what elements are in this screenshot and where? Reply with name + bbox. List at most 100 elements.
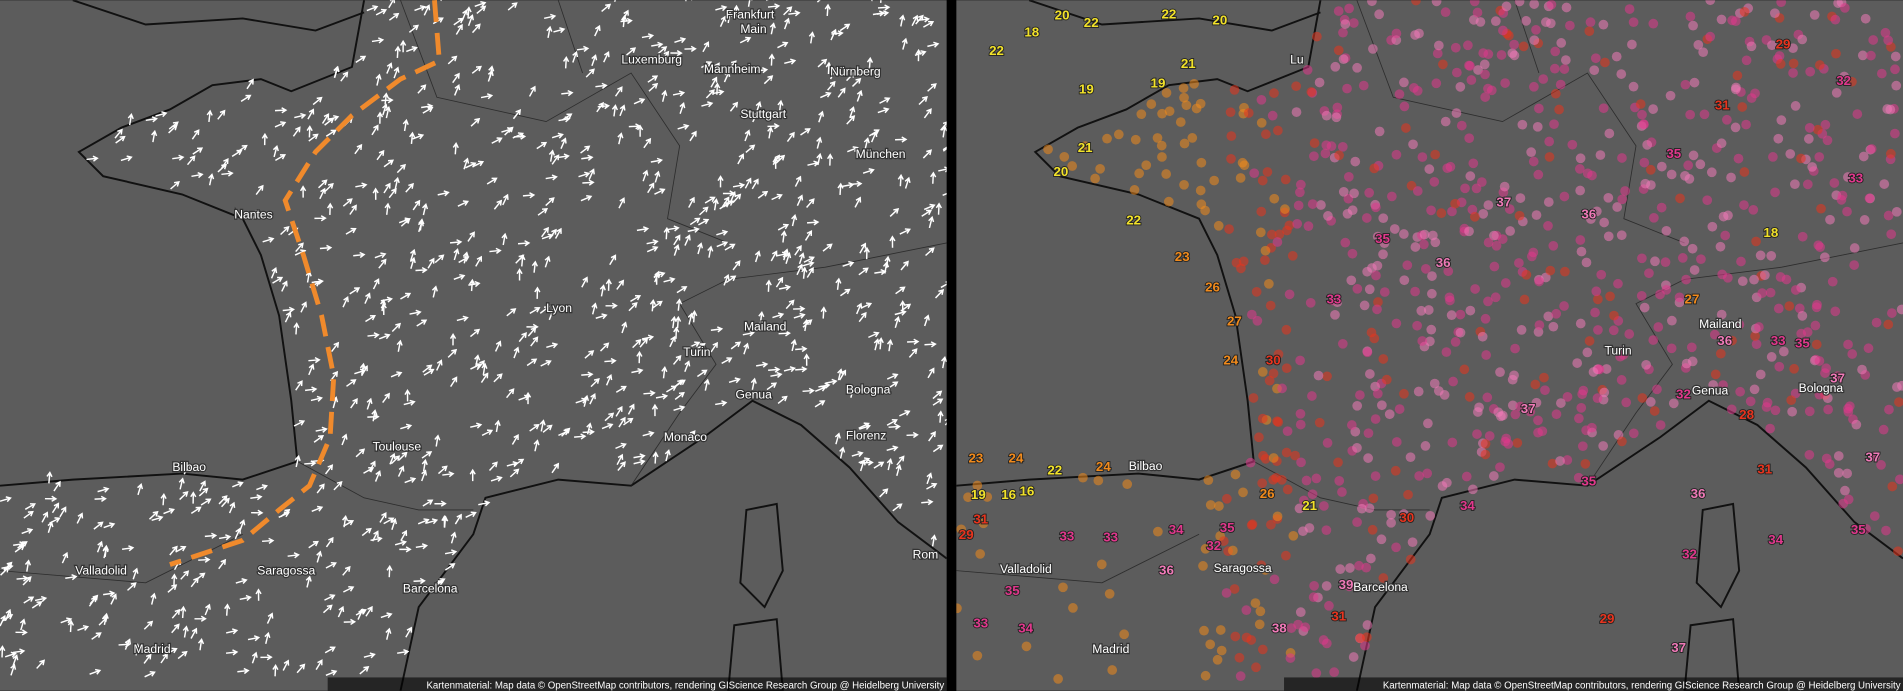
wind-arrow bbox=[41, 511, 49, 523]
wind-arrow bbox=[239, 519, 246, 531]
wind-arrow bbox=[398, 217, 411, 224]
wind-arrow bbox=[652, 300, 663, 309]
temp-blob bbox=[1576, 246, 1587, 257]
temp-blob bbox=[1226, 153, 1236, 164]
wind-arrow bbox=[855, 302, 863, 315]
temp-blob bbox=[1469, 0, 1480, 7]
wind-arrow bbox=[626, 47, 637, 56]
temp-blob bbox=[1813, 240, 1824, 251]
wind-arrow bbox=[756, 361, 769, 368]
city-label: Bologna bbox=[1799, 381, 1844, 395]
temp-blob bbox=[1805, 66, 1816, 77]
wind-arrow bbox=[342, 514, 349, 528]
temp-blob bbox=[1556, 38, 1567, 48]
temp-blob bbox=[1528, 156, 1539, 167]
wind-arrow bbox=[408, 24, 419, 33]
temperature-label: 32 bbox=[1836, 73, 1851, 88]
temp-blob bbox=[1605, 291, 1615, 302]
wind-arrow bbox=[544, 255, 551, 268]
temp-blob bbox=[1652, 384, 1662, 395]
wind-arrow bbox=[275, 154, 287, 162]
wind-arrow bbox=[282, 659, 290, 671]
temp-blob bbox=[1189, 78, 1199, 89]
temp-blob bbox=[1450, 42, 1461, 53]
temp-blob bbox=[1885, 148, 1896, 159]
temp-blob bbox=[1321, 140, 1332, 151]
wind-arrow bbox=[23, 510, 34, 519]
temp-blob bbox=[1727, 15, 1737, 26]
wind-arrow bbox=[137, 483, 144, 496]
wind-arrow bbox=[304, 386, 318, 393]
wind-arrow bbox=[513, 346, 520, 359]
wind-arrow bbox=[371, 530, 379, 542]
temp-blob bbox=[1559, 191, 1570, 202]
temp-blob bbox=[1130, 134, 1141, 145]
wind-arrow bbox=[12, 648, 26, 655]
temp-blob bbox=[1790, 285, 1801, 295]
wind-arrow bbox=[928, 431, 936, 442]
temp-blob bbox=[1198, 561, 1208, 571]
temp-blob bbox=[1309, 581, 1319, 591]
wind-arrow bbox=[480, 93, 494, 100]
wind-arrow bbox=[354, 143, 363, 155]
wind-arrow bbox=[255, 184, 264, 195]
attribution-bg bbox=[1284, 677, 1903, 691]
temp-blob bbox=[1608, 325, 1619, 336]
temp-blob bbox=[1256, 206, 1267, 217]
temp-blob bbox=[1281, 363, 1292, 374]
temp-blob bbox=[1058, 582, 1068, 593]
temp-blob bbox=[1832, 371, 1843, 381]
temp-blob bbox=[1437, 481, 1448, 491]
temp-blob bbox=[1200, 670, 1211, 681]
wind-arrow bbox=[450, 531, 457, 544]
wind-arrow bbox=[930, 534, 937, 547]
temp-blob bbox=[1216, 645, 1227, 656]
temp-blob bbox=[1413, 386, 1424, 397]
temp-blob bbox=[1476, 177, 1487, 187]
temp-blob bbox=[1344, 581, 1355, 592]
temp-blob bbox=[1550, 46, 1561, 57]
temp-blob bbox=[1543, 197, 1554, 207]
temp-blob bbox=[1830, 14, 1841, 25]
temp-blob bbox=[1222, 493, 1232, 504]
wind-arrow bbox=[793, 312, 806, 319]
temp-blob bbox=[1426, 205, 1436, 216]
wind-arrow bbox=[516, 268, 523, 281]
temp-blob bbox=[1582, 347, 1593, 358]
temperature-label: 19 bbox=[1151, 76, 1166, 91]
temp-blob bbox=[1509, 39, 1519, 50]
wind-arrow bbox=[643, 137, 652, 149]
wind-arrow bbox=[661, 89, 668, 102]
wind-arrow bbox=[400, 292, 412, 300]
wind-arrow bbox=[673, 326, 680, 339]
wind-arrow bbox=[168, 121, 179, 130]
wind-arrow bbox=[427, 257, 435, 269]
wind-arrow bbox=[76, 512, 84, 524]
wind-arrow bbox=[837, 368, 844, 381]
temp-blob bbox=[1307, 199, 1318, 209]
wind-arrow bbox=[807, 160, 820, 167]
temp-blob bbox=[1624, 4, 1635, 14]
wind-arrow bbox=[421, 458, 428, 472]
temp-blob bbox=[1618, 349, 1629, 360]
wind-arrow bbox=[308, 363, 315, 376]
temp-blob bbox=[1529, 0, 1540, 9]
temp-blob bbox=[1214, 501, 1224, 511]
wind-arrow bbox=[621, 14, 628, 28]
wind-arrow bbox=[47, 520, 54, 533]
temp-blob bbox=[1655, 420, 1666, 430]
temp-blob bbox=[1894, 397, 1903, 407]
temp-blob bbox=[1784, 301, 1795, 311]
wind-arrow bbox=[506, 461, 519, 468]
temp-blob bbox=[1636, 291, 1647, 301]
temp-blob bbox=[1514, 0, 1525, 7]
wind-arrow bbox=[225, 649, 239, 656]
wind-arrow bbox=[743, 342, 750, 355]
temp-blob bbox=[1532, 121, 1543, 132]
wind-arrow bbox=[191, 129, 200, 140]
temp-blob bbox=[1708, 380, 1719, 390]
temp-blob bbox=[1870, 451, 1881, 461]
wind-arrow bbox=[604, 412, 615, 422]
wind-arrow bbox=[837, 87, 846, 98]
wind-arrow bbox=[942, 147, 947, 152]
